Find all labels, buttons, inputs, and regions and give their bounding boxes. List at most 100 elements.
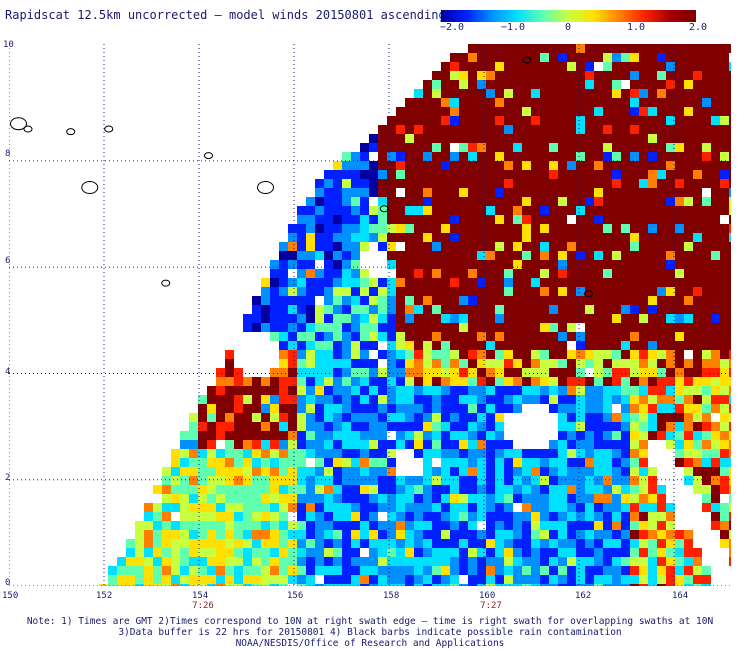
wind-cell (324, 458, 333, 467)
wind-cell (396, 269, 405, 278)
wind-cell (621, 548, 630, 557)
wind-cell (396, 548, 405, 557)
wind-cell (630, 377, 639, 386)
wind-cell (297, 458, 306, 467)
wind-cell (657, 143, 666, 152)
wind-cell (594, 170, 603, 179)
wind-cell (675, 269, 684, 278)
wind-cell (585, 188, 594, 197)
wind-cell (450, 287, 459, 296)
wind-cell (594, 53, 603, 62)
wind-cell (477, 503, 486, 512)
wind-cell (657, 278, 666, 287)
wind-cell (324, 575, 333, 584)
wind-cell (540, 107, 549, 116)
wind-cell (459, 377, 468, 386)
wind-cell (693, 98, 702, 107)
wind-cell (504, 350, 513, 359)
wind-cell (459, 557, 468, 566)
wind-cell (531, 584, 540, 586)
wind-cell (405, 422, 414, 431)
wind-cell (360, 503, 369, 512)
wind-cell (360, 350, 369, 359)
wind-cell (423, 413, 432, 422)
wind-cell (369, 377, 378, 386)
wind-cell (315, 179, 324, 188)
wind-cell (666, 107, 675, 116)
wind-cell (567, 44, 576, 53)
wind-cell (225, 440, 234, 449)
wind-cell (423, 314, 432, 323)
y-tick-label: 4 (5, 367, 11, 377)
wind-cell (333, 359, 342, 368)
wind-cell (342, 575, 351, 584)
wind-cell (621, 359, 630, 368)
wind-cell (558, 350, 567, 359)
wind-cell (378, 557, 387, 566)
wind-cell (477, 80, 486, 89)
wind-cell (486, 89, 495, 98)
wind-cell (405, 125, 414, 134)
wind-cell (531, 206, 540, 215)
wind-cell (396, 224, 405, 233)
wind-cell (522, 341, 531, 350)
wind-cell (720, 242, 729, 251)
wind-cell (594, 188, 603, 197)
wind-cell (495, 422, 504, 431)
wind-cell (378, 530, 387, 539)
wind-cell (603, 251, 612, 260)
wind-cell (243, 476, 252, 485)
wind-cell (486, 170, 495, 179)
wind-cell (567, 260, 576, 269)
wind-cell (144, 548, 153, 557)
wind-cell (369, 530, 378, 539)
wind-cell (531, 566, 540, 575)
wind-cell (333, 566, 342, 575)
wind-cell (342, 467, 351, 476)
wind-cell (657, 233, 666, 242)
wind-cell (513, 197, 522, 206)
wind-cell (180, 548, 189, 557)
wind-cell (369, 467, 378, 476)
wind-cell (189, 431, 198, 440)
wind-cell (684, 80, 693, 89)
wind-cell (450, 494, 459, 503)
wind-cell (234, 548, 243, 557)
wind-cell (360, 440, 369, 449)
wind-cell (360, 197, 369, 206)
wind-cell (486, 62, 495, 71)
wind-cell (414, 449, 423, 458)
wind-cell (567, 566, 576, 575)
wind-cell (468, 269, 477, 278)
wind-cell (576, 116, 585, 125)
wind-cell (675, 539, 684, 548)
wind-cell (351, 485, 360, 494)
wind-cell (612, 242, 621, 251)
wind-cell (603, 134, 612, 143)
wind-cell (225, 449, 234, 458)
wind-cell (675, 449, 684, 458)
wind-cell (396, 395, 405, 404)
wind-cell (342, 539, 351, 548)
wind-cell (603, 233, 612, 242)
wind-cell (522, 89, 531, 98)
wind-cell (333, 422, 342, 431)
wind-cell (513, 359, 522, 368)
wind-cell (324, 350, 333, 359)
wind-cell (342, 566, 351, 575)
wind-cell (396, 215, 405, 224)
wind-cell (594, 404, 603, 413)
wind-cell (513, 350, 522, 359)
wind-cell (576, 467, 585, 476)
wind-cell (576, 332, 585, 341)
wind-cell (450, 152, 459, 161)
wind-cell (234, 440, 243, 449)
wind-cell (189, 584, 198, 586)
wind-cell (504, 116, 513, 125)
wind-cell (369, 143, 378, 152)
wind-cell (675, 179, 684, 188)
wind-cell (459, 233, 468, 242)
x-tick-label: 158 (383, 591, 400, 601)
wind-cell (414, 287, 423, 296)
wind-cell (558, 413, 567, 422)
